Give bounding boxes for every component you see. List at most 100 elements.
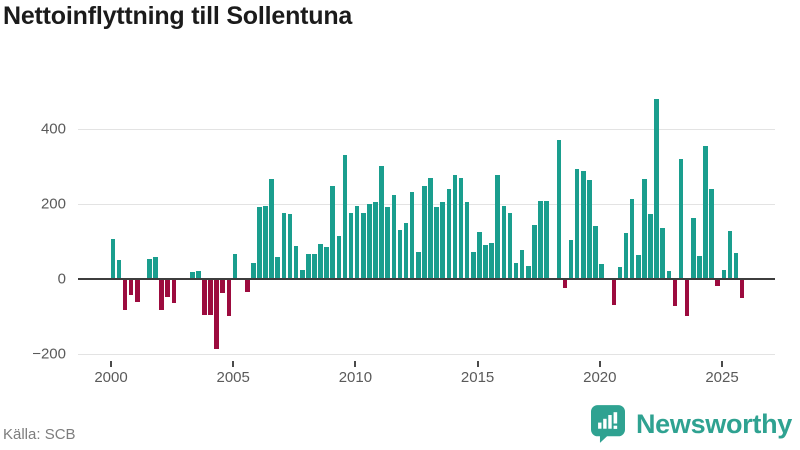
- bar-2018-Q2: [556, 139, 562, 279]
- bar-2007-Q2: [287, 213, 293, 279]
- bar-2010-Q3: [367, 203, 372, 279]
- bar-2007-Q1: [281, 213, 287, 279]
- bar-2013-Q3: [440, 201, 446, 279]
- bar-2023-Q4: [690, 217, 696, 279]
- bar-2013-Q2: [434, 207, 439, 279]
- bar-2024-Q2: [703, 145, 708, 279]
- x-axis-tick-mark: [110, 361, 112, 367]
- bar-2004-Q3: [220, 280, 226, 293]
- bar-2006-Q2: [263, 206, 268, 279]
- bar-2011-Q2: [385, 207, 391, 279]
- bar-2005-Q1: [232, 253, 238, 279]
- y-axis-tick-label: 400: [40, 120, 66, 138]
- x-axis-tick-mark: [721, 361, 723, 367]
- bar-2014-Q3: [464, 201, 470, 279]
- bar-2024-Q4: [715, 280, 720, 286]
- bar-2024-Q3: [709, 189, 714, 279]
- y-axis-tick-label: 0: [57, 270, 66, 288]
- bar-2008-Q4: [324, 246, 329, 279]
- bar-2009-Q1: [330, 186, 336, 279]
- y-axis-tick-label: 200: [40, 195, 66, 213]
- bar-2014-Q2: [458, 177, 464, 279]
- x-axis-tick-label: 2025: [705, 369, 739, 386]
- x-axis-tick-mark: [598, 361, 601, 367]
- bar-2001-Q4: [153, 256, 158, 279]
- bar-2016-Q2: [507, 212, 513, 279]
- bar-2011-Q3: [391, 195, 397, 279]
- bar-2000-Q2: [116, 259, 122, 279]
- bar-2008-Q1: [306, 254, 311, 279]
- bar-2010-Q2: [361, 213, 366, 279]
- bar-2020-Q3: [611, 280, 617, 306]
- bar-2013-Q1: [428, 177, 433, 279]
- bar-2003-Q2: [189, 271, 195, 279]
- bar-2021-Q3: [635, 254, 641, 279]
- bar-2016-Q4: [519, 250, 525, 279]
- bar-2018-Q4: [568, 240, 574, 279]
- bar-2001-Q1: [134, 280, 140, 303]
- bar-2001-Q3: [147, 259, 152, 279]
- bar-2022-Q3: [660, 228, 665, 279]
- bar-2006-Q1: [257, 206, 262, 279]
- bar-2009-Q2: [336, 236, 342, 279]
- x-axis-tick-label: 2020: [583, 369, 617, 386]
- bar-2002-Q2: [165, 280, 171, 297]
- bar-2000-Q4: [128, 280, 134, 296]
- bar-2025-Q2: [727, 231, 733, 279]
- zero-axis-line: [78, 278, 775, 280]
- bar-2011-Q4: [397, 230, 403, 279]
- bar-2018-Q3: [562, 280, 568, 288]
- bar-2017-Q3: [538, 201, 543, 279]
- bar-2004-Q2: [214, 280, 219, 350]
- chart-title: Nettoinflyttning till Sollentuna: [3, 2, 353, 30]
- bar-2010-Q4: [373, 201, 378, 279]
- bar-2005-Q4: [251, 262, 256, 279]
- bar-2012-Q4: [422, 186, 427, 279]
- bar-2003-Q3: [196, 270, 201, 279]
- bar-2017-Q4: [544, 201, 549, 279]
- bar-2013-Q4: [446, 188, 452, 279]
- bar-2023-Q1: [672, 280, 678, 306]
- bar-2025-Q4: [739, 280, 745, 298]
- bar-2002-Q3: [171, 280, 177, 303]
- bar-2022-Q1: [648, 214, 653, 279]
- bar-2004-Q1: [208, 280, 213, 316]
- bar-2008-Q3: [318, 244, 323, 279]
- source-label: Källa: SCB: [3, 426, 76, 443]
- bar-2003-Q4: [202, 280, 207, 316]
- bar-2012-Q1: [403, 222, 409, 279]
- x-axis-tick-mark: [476, 361, 479, 367]
- bar-2015-Q1: [477, 231, 482, 279]
- bar-2021-Q4: [642, 179, 647, 279]
- bar-2004-Q4: [226, 280, 232, 316]
- bar-2019-Q1: [574, 169, 580, 279]
- bar-2010-Q1: [354, 206, 360, 279]
- bar-2000-Q3: [122, 280, 128, 310]
- newsworthy-bubble-bar-chart-icon: [590, 405, 625, 443]
- bar-2015-Q3: [489, 242, 494, 279]
- bar-2023-Q2: [678, 158, 684, 279]
- bar-2020-Q4: [617, 266, 623, 279]
- gridline: [78, 129, 775, 130]
- bar-2015-Q2: [483, 245, 488, 279]
- bar-2006-Q3: [269, 178, 274, 279]
- bar-2002-Q1: [159, 280, 164, 310]
- gridline: [78, 354, 775, 355]
- newsworthy-wordmark: Newsworthy: [635, 408, 792, 439]
- bar-2009-Q3: [342, 155, 348, 279]
- bar-2011-Q1: [379, 165, 384, 279]
- bar-2025-Q1: [721, 270, 727, 279]
- bar-2008-Q2: [312, 253, 317, 279]
- bar-2016-Q3: [513, 263, 519, 279]
- bar-2012-Q2: [409, 192, 415, 279]
- bar-2019-Q3: [587, 179, 592, 279]
- bar-2009-Q4: [348, 212, 354, 279]
- bar-2015-Q4: [495, 175, 501, 279]
- bar-2016-Q1: [501, 206, 507, 279]
- bar-2012-Q3: [416, 251, 421, 279]
- bar-2017-Q1: [525, 265, 531, 279]
- x-axis-tick-label: 2015: [460, 369, 495, 386]
- newsworthy-logo: Newsworthy: [590, 405, 792, 443]
